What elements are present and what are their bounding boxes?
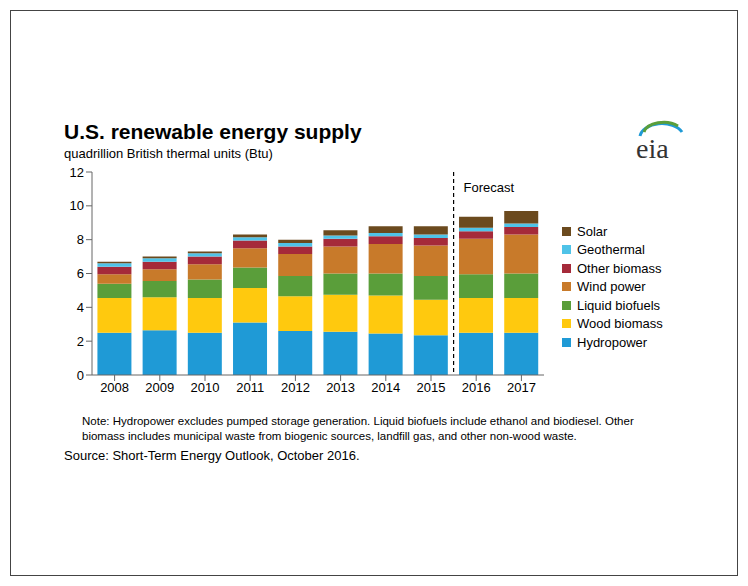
svg-text:eia: eia	[636, 133, 669, 162]
html-text:Solar: Solar	[577, 223, 608, 239]
svg-text:2015: 2015	[417, 380, 446, 395]
html-text:Hydropower: Hydropower	[577, 334, 648, 350]
svg-text:2014: 2014	[371, 380, 400, 395]
svg-text:2012: 2012	[281, 380, 310, 395]
svg-text:10: 10	[70, 198, 84, 213]
svg-text:2: 2	[77, 334, 84, 349]
svg-text:2013: 2013	[326, 380, 355, 395]
svg-text:4: 4	[77, 300, 84, 315]
html-text:U.S. renewable energy supply: U.S. renewable energy supply	[64, 120, 362, 143]
html-text:Source: Short-Term Energy Outl: Source: Short-Term Energy Outlook, Octob…	[64, 448, 360, 463]
svg-text:12: 12	[70, 165, 84, 180]
svg-text:2009: 2009	[145, 380, 174, 395]
svg-text:Forecast: Forecast	[464, 180, 515, 195]
svg-text:2008: 2008	[100, 380, 129, 395]
svg-text:0: 0	[77, 368, 84, 383]
html-text:Geothermal: Geothermal	[577, 242, 645, 258]
svg-text:8: 8	[77, 232, 84, 247]
svg-text:2011: 2011	[236, 380, 264, 395]
html-text:Liquid biofuels: Liquid biofuels	[577, 297, 661, 313]
html-text:Note: Hydropower excludes pump: Note: Hydropower excludes pumped storage…	[82, 415, 634, 442]
svg-text:2010: 2010	[191, 380, 220, 395]
html-text:quadrillion British thermal un: quadrillion British thermal units (Btu)	[64, 146, 273, 161]
svg-text:2016: 2016	[462, 380, 491, 395]
html-text:Other biomass: Other biomass	[577, 260, 662, 276]
html-text:Wind power: Wind power	[577, 279, 646, 295]
html-text:Wood biomass: Wood biomass	[577, 316, 663, 332]
svg-text:2017: 2017	[507, 380, 536, 395]
svg-text:6: 6	[77, 266, 84, 281]
